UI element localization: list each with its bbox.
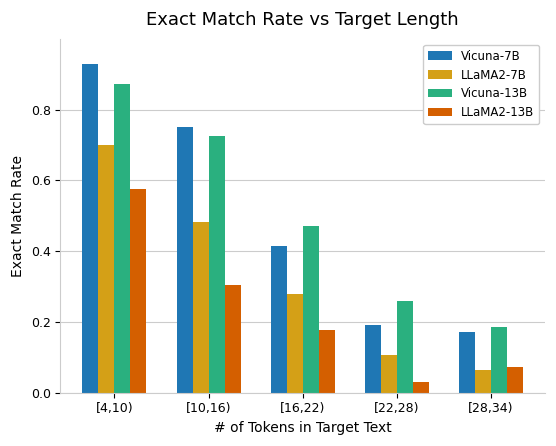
Bar (208, 136, 225, 392)
Bar (491, 327, 507, 392)
Y-axis label: Exact Match Rate: Exact Match Rate (11, 155, 25, 277)
Legend: Vicuna-7B, LLaMA2-7B, Vicuna-13B, LLaMA2-13B: Vicuna-7B, LLaMA2-7B, Vicuna-13B, LLaMA2… (423, 45, 539, 124)
Bar (397, 301, 413, 392)
Bar (507, 367, 523, 392)
Bar (365, 326, 381, 392)
Bar (287, 294, 302, 392)
Bar (131, 189, 146, 392)
Bar (319, 330, 335, 392)
X-axis label: # of Tokens in Target Text: # of Tokens in Target Text (214, 421, 391, 435)
Title: Exact Match Rate vs Target Length: Exact Match Rate vs Target Length (146, 11, 459, 29)
Bar (225, 285, 241, 392)
Bar (176, 128, 192, 392)
Bar (413, 382, 429, 392)
Bar (271, 246, 287, 392)
Bar (475, 370, 491, 392)
Bar (459, 332, 475, 392)
Bar (381, 355, 397, 392)
Bar (82, 64, 98, 392)
Bar (192, 222, 208, 392)
Bar (98, 145, 115, 392)
Bar (115, 84, 131, 392)
Bar (302, 226, 319, 392)
